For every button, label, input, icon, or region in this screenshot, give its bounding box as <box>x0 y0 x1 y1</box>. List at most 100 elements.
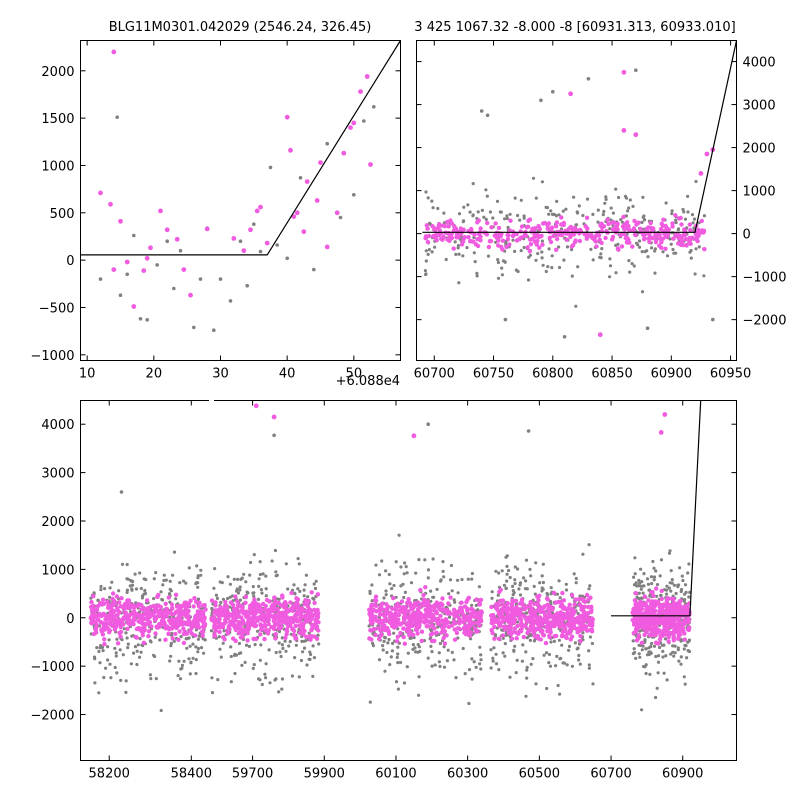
point-gray <box>433 245 437 249</box>
point-gray <box>196 637 200 641</box>
point-magenta <box>577 227 583 233</box>
point-magenta <box>641 624 646 629</box>
point-magenta <box>500 598 506 603</box>
point-gray <box>547 652 552 657</box>
point-magenta <box>256 608 261 614</box>
point-gray <box>370 599 374 603</box>
point-magenta <box>432 626 437 631</box>
point-magenta <box>214 625 220 630</box>
point-gray <box>687 595 691 599</box>
point-magenta <box>407 629 412 634</box>
point-gray <box>401 582 405 586</box>
point-magenta <box>291 632 297 638</box>
point-gray <box>456 591 460 595</box>
point-magenta <box>646 605 651 611</box>
point-gray <box>188 644 192 648</box>
point-magenta <box>209 598 215 603</box>
point-gray <box>264 587 268 591</box>
point-magenta <box>665 596 670 601</box>
point-magenta <box>555 622 561 627</box>
point-magenta <box>441 635 446 641</box>
point-magenta <box>619 244 625 249</box>
point-gray <box>178 677 183 681</box>
point-magenta <box>596 233 602 238</box>
point-gray <box>586 77 591 81</box>
point-gray <box>125 590 129 595</box>
point-magenta <box>447 609 452 615</box>
point-gray <box>308 650 312 654</box>
point-gray <box>633 556 637 560</box>
point-magenta <box>573 238 578 243</box>
point-magenta <box>125 598 130 603</box>
point-gray <box>461 646 465 651</box>
point-magenta <box>497 612 502 617</box>
point-magenta <box>599 229 605 234</box>
point-gray <box>396 661 400 665</box>
point-gray <box>608 227 612 231</box>
point-gray <box>638 245 642 249</box>
point-gray <box>661 649 665 654</box>
point-gray <box>426 568 431 572</box>
point-magenta <box>589 232 594 238</box>
point-magenta <box>471 239 476 244</box>
point-gray <box>436 625 440 629</box>
point-gray <box>270 559 274 563</box>
point-gray <box>655 594 659 598</box>
point-magenta <box>316 620 321 625</box>
point-magenta <box>462 604 468 609</box>
point-magenta <box>401 634 406 640</box>
point-gray <box>187 636 191 640</box>
point-magenta <box>169 621 174 626</box>
point-magenta <box>505 232 510 238</box>
point-gray <box>576 611 580 616</box>
point-magenta <box>145 621 150 627</box>
point-magenta <box>489 604 494 610</box>
point-gray <box>148 639 152 643</box>
point-magenta <box>554 247 559 252</box>
point-gray <box>639 587 643 591</box>
point-magenta <box>492 624 497 629</box>
point-magenta <box>449 623 454 628</box>
xtick-label: 40 <box>279 367 296 382</box>
point-magenta <box>478 616 483 622</box>
point-gray <box>668 581 672 585</box>
point-magenta <box>489 620 494 626</box>
point-magenta <box>181 640 187 646</box>
xtick-label: 20 <box>146 367 163 382</box>
point-magenta <box>146 629 152 634</box>
point-gray <box>545 591 549 596</box>
point-gray <box>652 578 656 582</box>
xtick-label: 60700 <box>590 767 631 782</box>
point-gray <box>106 658 110 662</box>
point-magenta <box>102 637 107 642</box>
point-magenta <box>151 603 156 609</box>
point-gray <box>632 264 636 268</box>
point-gray <box>165 239 169 243</box>
point-magenta <box>528 599 533 605</box>
point-gray <box>251 585 255 589</box>
point-magenta <box>622 227 627 232</box>
point-magenta <box>273 632 278 637</box>
point-magenta <box>495 236 500 241</box>
point-gray <box>664 201 668 205</box>
point-magenta <box>490 631 495 636</box>
point-magenta <box>210 617 216 623</box>
point-magenta <box>410 606 415 612</box>
point-magenta <box>643 602 648 607</box>
point-gray <box>591 682 595 686</box>
point-magenta <box>101 601 107 606</box>
point-magenta <box>197 600 202 605</box>
point-magenta <box>585 617 590 623</box>
point-gray <box>222 629 226 633</box>
point-gray <box>665 678 669 682</box>
point-gray <box>409 581 414 585</box>
point-gray <box>503 654 507 658</box>
point-magenta <box>448 234 453 239</box>
point-magenta <box>174 616 179 621</box>
point-gray <box>642 584 646 588</box>
point-gray <box>576 211 580 215</box>
point-magenta <box>668 630 673 636</box>
point-magenta <box>309 590 314 595</box>
point-gray <box>122 627 126 631</box>
point-magenta <box>164 607 169 612</box>
